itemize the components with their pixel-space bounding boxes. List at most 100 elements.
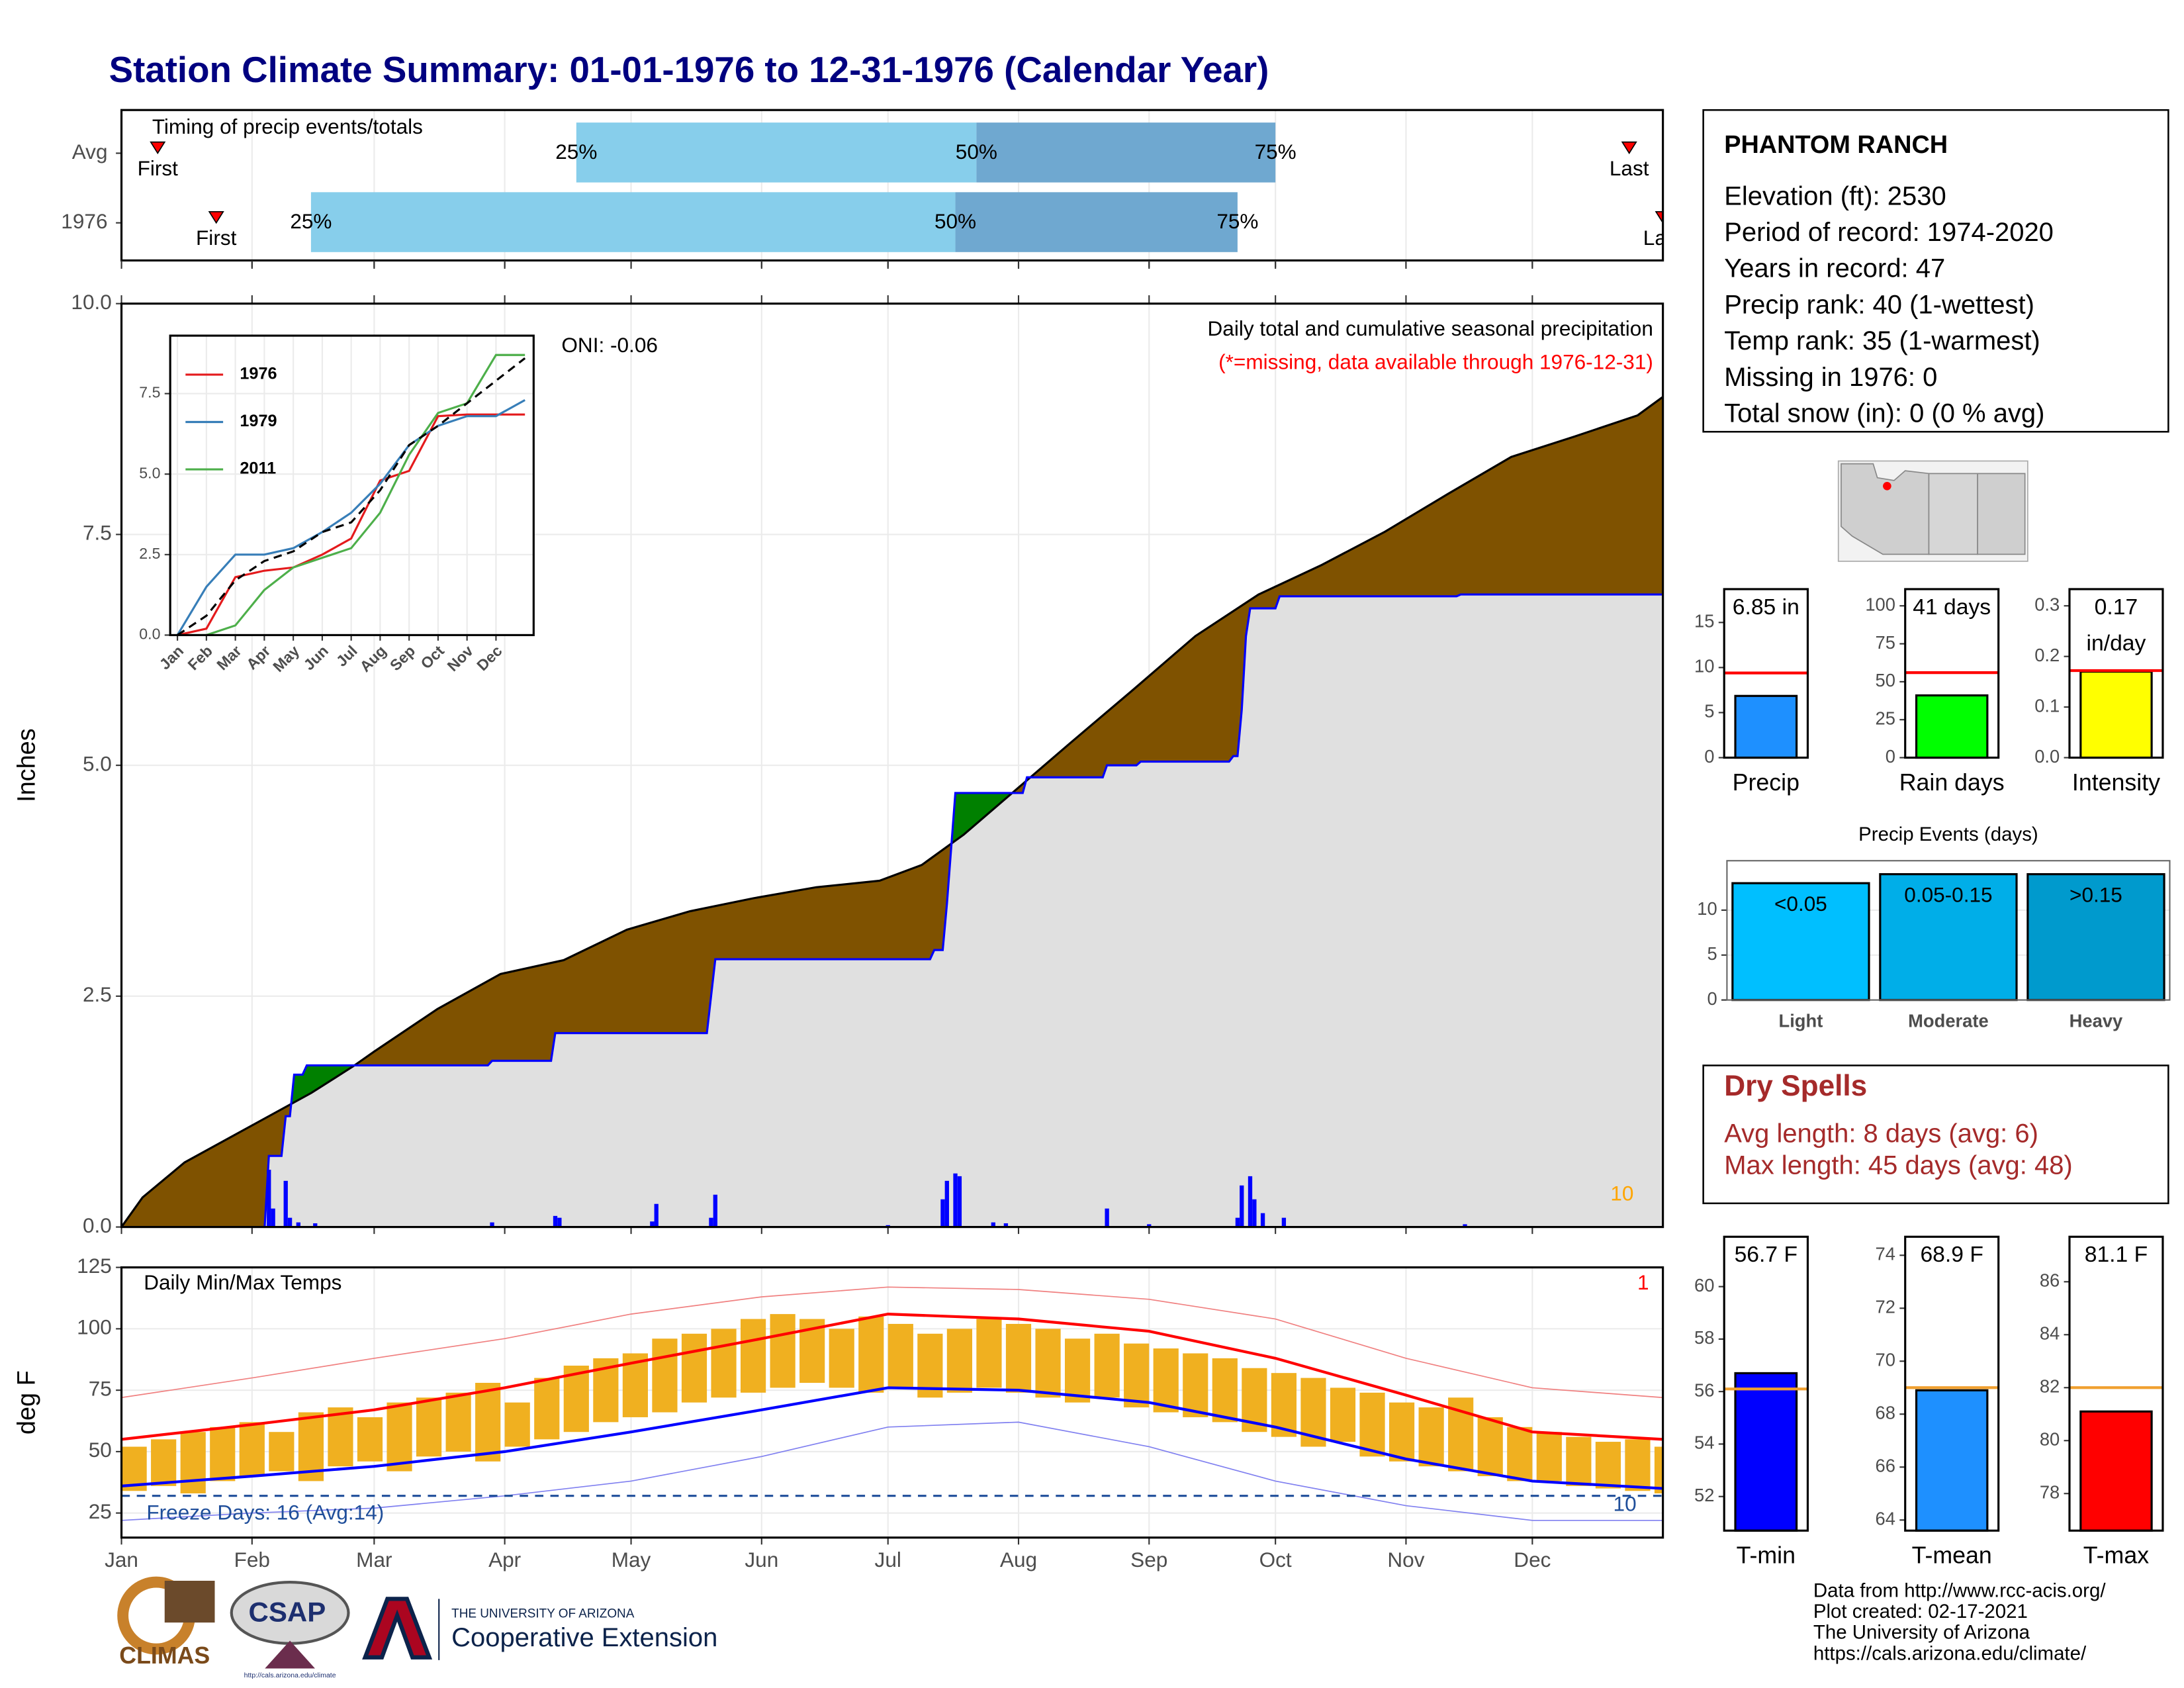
y-tick-label: 25	[89, 1499, 112, 1523]
legend-label: 1976	[240, 365, 277, 383]
daily-precip-bar	[490, 1222, 494, 1227]
daily-temp-bar	[1064, 1338, 1091, 1403]
daily-temp-bar	[1507, 1427, 1533, 1481]
normal-min-line	[121, 1386, 1663, 1490]
quartile-label: 50%	[956, 140, 997, 164]
daily-precip-bar	[957, 1176, 962, 1227]
page-title: Station Climate Summary: 01-01-1976 to 1…	[109, 49, 1269, 90]
value-label-box: 81.1 F	[2084, 1243, 2148, 1268]
y-tick-label: 10	[1694, 656, 1714, 677]
bar-label: 0.05-0.15	[1904, 883, 1992, 907]
map-state	[1928, 473, 1978, 555]
y-tick-label: 66	[1876, 1455, 1895, 1476]
daily-temp-bar	[1094, 1333, 1120, 1398]
daily-temp-bar	[534, 1378, 560, 1440]
value-label: 41 days	[1913, 596, 1991, 620]
plot-frame	[120, 303, 1664, 1229]
daily-precip-bar	[1260, 1213, 1265, 1227]
value-label-box: 56.7 F	[1735, 1244, 1797, 1268]
y-tick-label: 7.5	[139, 384, 160, 401]
daily-temp-bar	[1566, 1436, 1592, 1486]
value-label-box: 0.17 in/day	[2087, 596, 2146, 655]
daily-precip-bar	[557, 1217, 562, 1227]
daily-temp-bar	[1330, 1387, 1356, 1442]
value-label-box: 68.9 F	[1920, 1244, 1983, 1268]
quartile-bar	[976, 122, 1276, 183]
average-cumulative-line	[121, 396, 1663, 1227]
plot-frame	[120, 1266, 1664, 1539]
daily-precip-bar	[287, 1217, 293, 1227]
logo-shape	[362, 1597, 433, 1660]
daily-temp-bar	[887, 1323, 913, 1388]
daily-temp-bar	[1418, 1407, 1444, 1467]
x-tick-label: Jan	[105, 1548, 138, 1571]
daily-temp-bar	[357, 1417, 383, 1462]
y-tick-label: 5	[1707, 943, 1717, 964]
daily-precip-bar	[1235, 1217, 1240, 1227]
category-label: Heavy	[2070, 1011, 2123, 1031]
x-tick-label: Nov	[1387, 1548, 1424, 1571]
bar-label: <0.05	[1774, 892, 1827, 915]
daily-temp-bar	[1654, 1446, 1663, 1493]
category-label: T-min	[1737, 1542, 1796, 1569]
y-tick-label: 86	[2040, 1270, 2060, 1291]
daily-temp-bar	[917, 1333, 943, 1398]
y-tick-label: 68	[1876, 1402, 1895, 1423]
plot-frame	[120, 109, 1664, 262]
y-tick-label: 0.0	[83, 1213, 112, 1237]
daily-precip-bar	[283, 1180, 288, 1227]
daily-precip-bar	[991, 1222, 995, 1227]
y-tick-label: 7.5	[83, 521, 112, 545]
value-label-box: 6.85 in	[1733, 596, 1799, 620]
daily-precip-bar	[940, 1199, 945, 1227]
marker-label: First	[138, 156, 179, 180]
y-tick-label: 75	[89, 1376, 112, 1400]
station-line: Period of record: 1974-2020	[1724, 218, 2054, 247]
daily-temp-bar	[1595, 1442, 1621, 1489]
daily-temp-bar	[1035, 1329, 1061, 1398]
timing-rows: First Last 25% 50% 75% First Last 25% 50% 75%	[138, 122, 1663, 252]
value-label: 81.1 F	[2084, 1243, 2148, 1268]
logo-csap: CSAP http://cals.arizona.edu/climate	[230, 1580, 350, 1679]
daily-precip-bar	[1147, 1224, 1152, 1227]
plot-frame	[2068, 588, 2164, 759]
quartile-label: 25%	[555, 140, 597, 164]
credit-line: Data from http://www.rcc-acis.org/	[1813, 1580, 2106, 1602]
daily-precip-bar	[1248, 1176, 1253, 1227]
observed-area	[121, 594, 1663, 1227]
daily-temp-bar	[1183, 1353, 1208, 1417]
locator-map	[1837, 460, 2028, 562]
plot-frame	[2068, 1235, 2164, 1532]
daily-precip-bar	[296, 1222, 300, 1227]
y-tick-label: 0.0	[2034, 746, 2060, 767]
daily-temp-bar	[239, 1422, 265, 1477]
y-tick-label: 0	[1886, 746, 1895, 767]
dry-spells-panel	[1702, 1064, 2169, 1205]
y-tick-label: 0.2	[2034, 645, 2060, 665]
x-tick-label: Apr	[488, 1548, 521, 1571]
daily-precip-bar	[713, 1194, 717, 1227]
daily-temp-bar	[475, 1383, 501, 1462]
y-tick-label: 5.0	[139, 464, 160, 481]
station-line: Elevation (ft): 2530	[1724, 181, 1946, 211]
category-label: Light	[1779, 1011, 1823, 1031]
daily-precip-bar	[654, 1203, 659, 1227]
annotation: Freeze Days: 16 (Avg:14)	[146, 1500, 384, 1524]
logo-climas: CLIMAS	[117, 1576, 215, 1669]
daily-temp-bar	[711, 1329, 737, 1398]
daily-precip-bar	[1252, 1199, 1257, 1227]
value-label-box: 41 days	[1913, 596, 1991, 620]
credit-line: The University of Arizona	[1813, 1622, 2030, 1644]
cumulative-line	[121, 593, 1663, 1227]
bar	[1731, 882, 1870, 1002]
x-tick-label: Jun	[745, 1548, 778, 1571]
plot-background	[170, 336, 534, 635]
daily-temp-bar	[829, 1329, 854, 1388]
dry-spells-line: Max length: 45 days (avg: 48)	[1724, 1151, 2073, 1180]
x-tick-label: Sep	[1130, 1548, 1167, 1571]
series-line	[177, 413, 525, 636]
y-tick-label: 74	[1876, 1244, 1895, 1264]
y-tick-label: 5	[1704, 701, 1714, 722]
category-label: T-mean	[1912, 1542, 1992, 1569]
